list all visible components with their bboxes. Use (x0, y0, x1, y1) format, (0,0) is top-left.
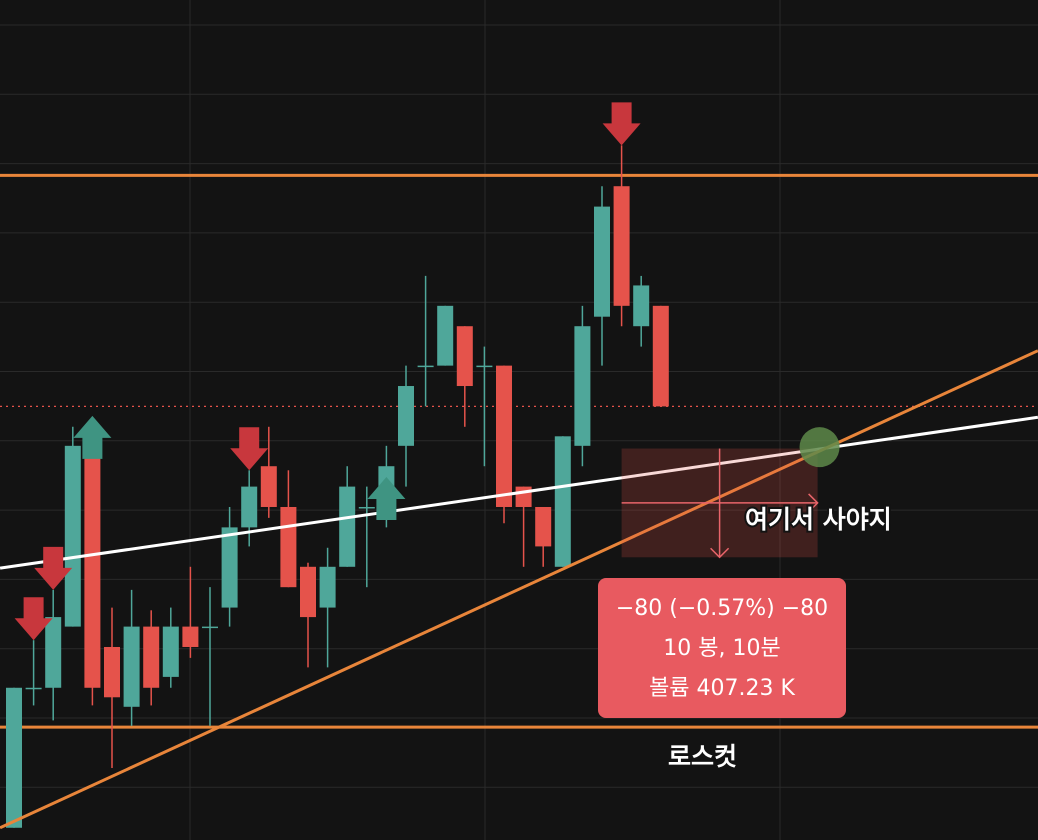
candle-body (221, 527, 238, 608)
candle-body (339, 486, 356, 567)
candle-body (319, 566, 336, 608)
candle-body (652, 305, 669, 407)
measure-tooltip (598, 578, 846, 718)
trend-line (0, 349, 1038, 830)
candle-body (6, 687, 22, 828)
candle-body (25, 687, 42, 690)
candle-body (123, 626, 140, 707)
tooltip-text: 10 봉, 10분 (663, 636, 780, 661)
marker (799, 427, 840, 468)
annotation: 여기서 사야지 (745, 505, 892, 534)
buy-signal (367, 476, 406, 520)
candle-body (64, 445, 81, 627)
candle-body (162, 626, 179, 677)
candle-body (456, 326, 473, 387)
measure-arrow-head (710, 547, 730, 559)
candle-body (594, 206, 610, 317)
candle-body (202, 626, 218, 629)
buy-signal (73, 415, 112, 459)
candle-body (241, 486, 258, 528)
candle-body (280, 506, 297, 588)
tooltip-text: 볼륨 407.23 K (649, 676, 795, 701)
trend-line (0, 415, 1038, 570)
sell-signal (14, 597, 53, 641)
candle-body (143, 626, 160, 688)
candle-body (300, 566, 316, 618)
candle-body (398, 386, 414, 446)
candle-body (45, 617, 62, 688)
candle-body (535, 506, 552, 547)
plot (0, 145, 1038, 830)
candle-body (358, 506, 375, 509)
sell-signal (602, 102, 641, 146)
candle-body (104, 646, 120, 698)
candle-body (182, 626, 199, 647)
candle-body (574, 326, 591, 446)
candle-body (84, 445, 101, 688)
sell-signal (34, 546, 73, 590)
candle-body (613, 186, 630, 306)
candle-body (476, 365, 493, 368)
candle-body (633, 285, 650, 327)
measure-arrow-head (808, 493, 819, 513)
candle-body (554, 436, 571, 567)
tooltip-text: −80 (−0.57%) −80 (616, 596, 828, 621)
candle-body (417, 365, 434, 368)
candle-body (260, 466, 277, 507)
sell-signal (230, 427, 269, 471)
candle-body (496, 365, 512, 507)
candle-body (515, 486, 532, 507)
annotation: 로스컷 (668, 742, 737, 771)
candle-body (437, 305, 454, 366)
